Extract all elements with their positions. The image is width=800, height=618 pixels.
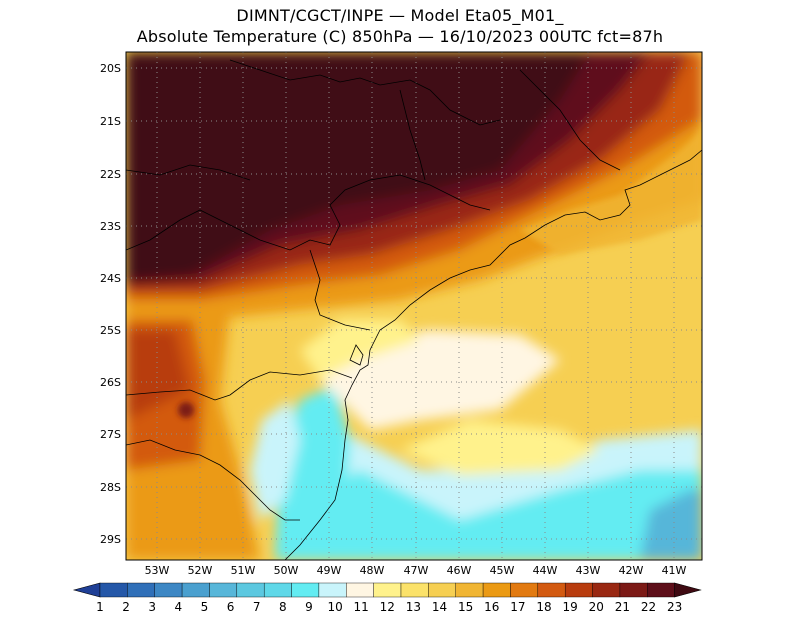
map-frame	[125, 51, 703, 561]
colorbar-label: 3	[148, 600, 156, 614]
colorbar-segment	[263, 582, 292, 598]
colorbar-label: 11	[354, 600, 369, 614]
lat-label: 24S	[100, 272, 121, 285]
colorbar-segment	[127, 582, 155, 598]
colorbar-label: 18	[536, 600, 551, 614]
colorbar-segment	[209, 582, 238, 598]
colorbar-arrow-high	[674, 582, 702, 598]
lon-label: 43W	[576, 564, 601, 577]
lat-label: 23S	[100, 220, 121, 233]
colorbar-segment	[510, 582, 539, 598]
lat-label: 20S	[100, 62, 121, 75]
colorbar-segment	[154, 582, 183, 598]
lat-label: 21S	[100, 115, 121, 128]
colorbar-label: 8	[279, 600, 287, 614]
lat-label: 28S	[100, 481, 121, 494]
latitude-labels: 20S 21S 22S 23S 24S 25S 26S 27S 28S 29S	[100, 62, 121, 546]
colorbar-label: 19	[563, 600, 578, 614]
colorbar-label: 9	[305, 600, 313, 614]
lon-label: 52W	[188, 564, 213, 577]
lat-label: 27S	[100, 428, 121, 441]
colorbar-label: 1	[96, 600, 104, 614]
colorbar-label: 6	[227, 600, 235, 614]
lon-label: 48W	[360, 564, 385, 577]
colorbar-label: 22	[641, 600, 656, 614]
colorbar-segment	[428, 582, 456, 598]
colorbar-label: 13	[406, 600, 421, 614]
lon-label: 49W	[317, 564, 342, 577]
lat-label: 26S	[100, 376, 121, 389]
colorbar-label: 2	[122, 600, 130, 614]
colorbar-label: 16	[484, 600, 499, 614]
colorbar-segment	[537, 582, 566, 598]
colorbar-segment	[318, 582, 347, 598]
lon-label: 47W	[404, 564, 429, 577]
lon-label: 53W	[145, 564, 170, 577]
colorbar-label: 20	[589, 600, 604, 614]
lon-label: 50W	[274, 564, 299, 577]
lon-label: 42W	[619, 564, 644, 577]
colorbar-segment	[181, 582, 210, 598]
lat-label: 22S	[100, 168, 121, 181]
colorbar-segment	[99, 582, 128, 598]
colorbar-label: 15	[458, 600, 473, 614]
lon-label: 44W	[533, 564, 558, 577]
lon-label: 51W	[231, 564, 256, 577]
colorbar-arrow-low	[72, 582, 101, 598]
lon-label: 41W	[662, 564, 687, 577]
colorbar-label: 14	[432, 600, 447, 614]
colorbar-label: 7	[253, 600, 261, 614]
colorbar-segment	[291, 582, 320, 598]
map-gridlines	[126, 52, 702, 560]
lon-label: 45W	[490, 564, 515, 577]
colorbar-label: 17	[510, 600, 525, 614]
longitude-labels: 53W 52W 51W 50W 49W 48W 47W 46W 45W 44W …	[145, 564, 687, 577]
colorbar-segment	[346, 582, 374, 598]
temperature-colorbar: 1 2 3 4 5 6 7 8 9 10 11 12 13 14 15 16 17 18 19 20 21 22 23	[72, 582, 702, 614]
colorbar-segment	[619, 582, 648, 598]
map-title-line-1: DIMNT/CGCT/INPE — Model Eta05_M01_	[236, 6, 564, 25]
colorbar-label: 10	[327, 600, 342, 614]
lat-label: 29S	[100, 533, 121, 546]
colorbar-label: 4	[175, 600, 183, 614]
colorbar-segment	[400, 582, 429, 598]
colorbar-label: 21	[615, 600, 630, 614]
colorbar-label: 23	[667, 600, 682, 614]
colorbar-segment	[647, 582, 675, 598]
colorbar-label: 5	[201, 600, 209, 614]
colorbar-segment	[564, 582, 593, 598]
temperature-field	[126, 52, 702, 560]
colorbar-segment	[482, 582, 511, 598]
colorbar-segment	[236, 582, 265, 598]
colorbar-segment	[455, 582, 484, 598]
lon-label: 46W	[447, 564, 472, 577]
colorbar-label: 12	[380, 600, 395, 614]
colorbar-segment	[592, 582, 621, 598]
lat-label: 25S	[100, 324, 121, 337]
colorbar-segment	[373, 582, 402, 598]
map-title-line-2: Absolute Temperature (C) 850hPa — 16/10/…	[136, 27, 664, 46]
coastline-and-borders	[126, 59, 702, 560]
